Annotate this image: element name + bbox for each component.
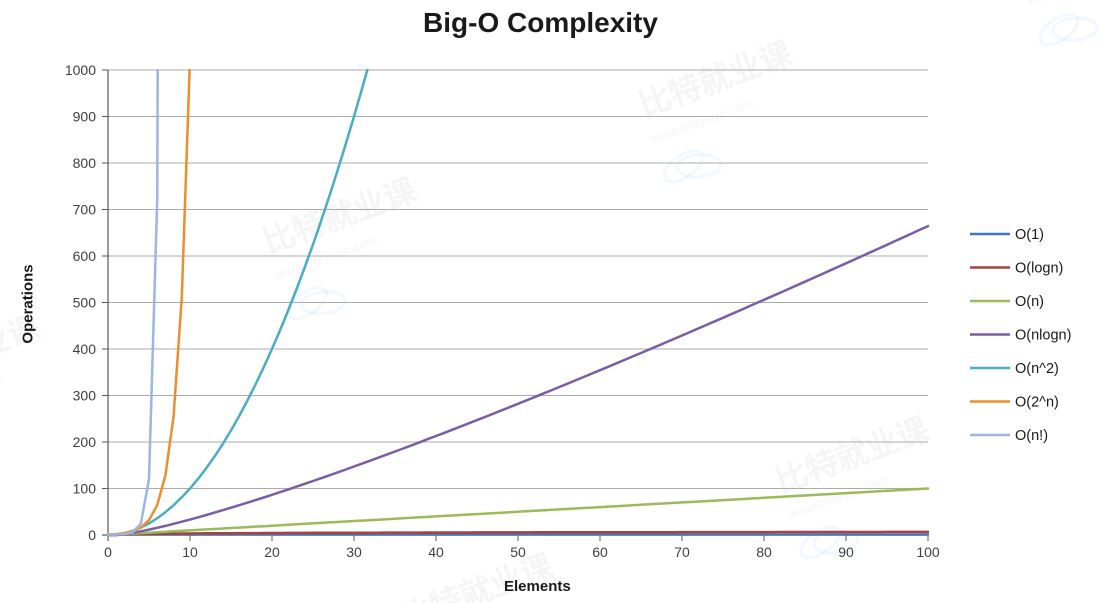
svg-text:0: 0 [104, 544, 112, 560]
svg-text:O(logn): O(logn) [1015, 261, 1063, 277]
svg-text:20: 20 [264, 544, 280, 560]
svg-text:90: 90 [838, 544, 854, 560]
svg-text:0: 0 [88, 527, 96, 543]
svg-text:500: 500 [73, 295, 97, 311]
svg-text:900: 900 [73, 109, 97, 125]
svg-text:O(1): O(1) [1015, 227, 1044, 243]
svg-text:300: 300 [73, 388, 97, 404]
svg-text:1000: 1000 [65, 62, 96, 78]
svg-text:O(n^2): O(n^2) [1015, 361, 1059, 377]
svg-text:50: 50 [510, 544, 526, 560]
svg-text:O(2^n): O(2^n) [1015, 395, 1059, 411]
svg-text:100: 100 [916, 544, 940, 560]
svg-text:10: 10 [182, 544, 198, 560]
svg-text:30: 30 [346, 544, 362, 560]
svg-text:O(n!): O(n!) [1015, 428, 1048, 444]
svg-text:200: 200 [73, 434, 97, 450]
svg-text:40: 40 [428, 544, 444, 560]
svg-text:100: 100 [73, 481, 97, 497]
svg-text:400: 400 [73, 341, 97, 357]
svg-text:700: 700 [73, 202, 97, 218]
svg-text:O(nlogn): O(nlogn) [1015, 328, 1071, 344]
svg-text:800: 800 [73, 155, 97, 171]
svg-text:70: 70 [674, 544, 690, 560]
svg-text:80: 80 [756, 544, 772, 560]
svg-text:600: 600 [73, 248, 97, 264]
svg-text:60: 60 [592, 544, 608, 560]
svg-text:O(n): O(n) [1015, 294, 1044, 310]
